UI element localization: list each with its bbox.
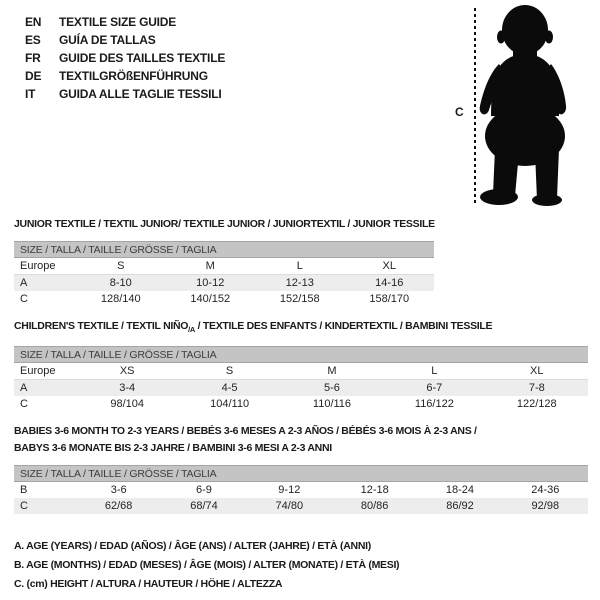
row-label-cell: A	[14, 274, 76, 291]
row-scope-header: Europe	[14, 362, 76, 381]
row-label-cell: C	[20, 398, 28, 411]
legend-footnotes: A. AGE (YEARS) / EDAD (AÑOS) / ÂGE (ANS)…	[14, 537, 400, 594]
section-junior-textile: JUNIOR TEXTILE / TEXTIL JUNIOR/ TEXTILE …	[14, 216, 435, 307]
height-measure-label: C	[455, 105, 464, 119]
size-value-cell: 8-10	[76, 274, 166, 291]
baby-silhouette-icon	[479, 5, 567, 206]
size-value-cell: 86/92	[417, 498, 503, 514]
size-header-bar: SIZE / TALLA / TAILLE / GRÖSSE / TAGLIA	[14, 465, 588, 482]
size-value-cell: 68/74	[161, 498, 247, 514]
language-title: TEXTILE SIZE GUIDE	[59, 15, 177, 29]
column-header-cell: L	[383, 362, 486, 381]
column-header-cell: XL	[485, 362, 588, 381]
footnote-line: B. AGE (MONTHS) / EDAD (MESES) / ÂGE (MO…	[14, 559, 400, 571]
table-row: B 3-6 6-9 9-12 12-18 18-24 24-36	[14, 482, 588, 499]
section-title-text: BABIES 3-6 MONTH TO 2-3 YEARS / BEBÉS 3-…	[14, 425, 477, 437]
language-title: TEXTILGRÖßENFÜHRUNG	[59, 69, 208, 83]
height-measure-dashed-line	[474, 8, 476, 206]
size-value-cell: 14-16	[344, 274, 434, 291]
column-header-row: Europe S M L XL	[14, 257, 434, 275]
size-value-cell: 116/122	[414, 398, 454, 411]
size-value-cell: 98/104	[110, 398, 145, 411]
column-header-cell: M	[280, 362, 384, 381]
table-row: C 98/104 104/110 110/116 116/122 122/128	[14, 396, 588, 412]
section-title-text: / TEXTILE DES ENFANTS / KINDERTEXTIL / B…	[195, 320, 493, 332]
size-value-cell: 7-8	[485, 379, 588, 397]
size-value-cell: 12-13	[255, 274, 345, 291]
language-code: EN	[25, 15, 42, 29]
row-label-cell: C	[14, 498, 76, 514]
table-row: C 62/68 68/74 74/80 80/86 86/92 92/98	[14, 498, 588, 514]
section-title-line: CHILDREN'S TEXTILE / TEXTIL NIÑO/A / TEX…	[14, 318, 588, 338]
size-value-cell: 10-12	[165, 274, 255, 291]
size-value-cell: 80/86	[331, 498, 418, 514]
section-title-text: JUNIOR TEXTILE / TEXTIL JUNIOR/ TEXTILE …	[14, 218, 435, 230]
size-value-cell: 74/80	[246, 498, 332, 514]
language-code: FR	[25, 51, 41, 65]
size-header-bar: SIZE / TALLA / TAILLE / GRÖSSE / TAGLIA	[14, 241, 434, 258]
language-title: GUIDA ALLE TAGLIE TESSILI	[59, 87, 222, 101]
size-table: SIZE / TALLA / TAILLE / GRÖSSE / TAGLIA B…	[14, 465, 588, 514]
size-value-cell: 3-4	[76, 379, 179, 397]
language-title: GUIDE DES TAILLES TEXTILE	[59, 51, 226, 65]
column-header-cell: S	[178, 362, 281, 381]
size-value-cell: 12-18	[360, 484, 389, 496]
size-value-cell: 18-24	[445, 484, 475, 496]
column-header-cell: L	[255, 257, 345, 275]
size-value-cell: 122/128	[516, 398, 557, 411]
row-label-cell: C	[20, 293, 28, 305]
size-value-cell: 140/152	[190, 293, 231, 305]
section-title-line: JUNIOR TEXTILE / TEXTIL JUNIOR/ TEXTILE …	[14, 216, 435, 233]
size-header-bar: SIZE / TALLA / TAILLE / GRÖSSE / TAGLIA	[14, 346, 588, 364]
section-babies-textile: BABIES 3-6 MONTH TO 2-3 YEARS / BEBÉS 3-…	[14, 423, 588, 514]
size-value-cell: 158/170	[369, 293, 410, 305]
language-title-list: EN TEXTILE SIZE GUIDE ES GUÍA DE TALLAS FR GU…	[25, 13, 225, 103]
section-title-line: BABYS 3-6 MONATE BIS 2-3 JAHRE / BAMBINI…	[14, 440, 588, 457]
column-header-cell: XL	[344, 257, 434, 275]
size-table: SIZE / TALLA / TAILLE / GRÖSSE / TAGLIA E…	[14, 346, 588, 412]
size-value-cell: 4-5	[178, 379, 281, 397]
language-code: DE	[25, 69, 42, 83]
section-title-text: BABYS 3-6 MONATE BIS 2-3 JAHRE / BAMBINI…	[14, 442, 332, 454]
size-value-cell: 92/98	[502, 498, 588, 514]
language-row: ES GUÍA DE TALLAS	[25, 31, 225, 49]
size-value-cell: 110/116	[312, 398, 352, 411]
language-code: ES	[25, 33, 41, 47]
size-value-cell: 62/68	[76, 498, 162, 514]
size-table: SIZE / TALLA / TAILLE / GRÖSSE / TAGLIA E…	[14, 241, 434, 307]
row-scope-header: Europe	[14, 257, 76, 275]
table-row: A 3-4 4-5 5-6 6-7 7-8	[14, 379, 588, 397]
language-row: DE TEXTILGRÖßENFÜHRUNG	[25, 67, 225, 85]
column-header-cell: M	[165, 257, 255, 275]
column-header-row: Europe XS S M L XL	[14, 362, 588, 381]
size-value-cell: 6-7	[383, 379, 486, 397]
row-label-cell: A	[14, 379, 76, 397]
size-value-cell: 9-12	[278, 484, 301, 496]
language-title: GUÍA DE TALLAS	[59, 33, 156, 47]
size-value-cell: 3-6	[110, 484, 127, 496]
section-title-line: BABIES 3-6 MONTH TO 2-3 YEARS / BEBÉS 3-…	[14, 423, 588, 440]
table-row: A 8-10 10-12 12-13 14-16	[14, 274, 434, 291]
language-row: EN TEXTILE SIZE GUIDE	[25, 13, 225, 31]
column-header-cell: S	[76, 257, 166, 275]
size-value-cell: 104/110	[210, 398, 250, 411]
language-row: IT GUIDA ALLE TAGLIE TESSILI	[25, 85, 225, 103]
table-row: C 128/140 140/152 152/158 158/170	[14, 291, 434, 307]
section-title-subscript: /A	[188, 325, 196, 335]
size-value-cell: 128/140	[100, 293, 141, 305]
section-childrens-textile: CHILDREN'S TEXTILE / TEXTIL NIÑO/A / TEX…	[14, 318, 588, 412]
section-title-text: CHILDREN'S TEXTILE / TEXTIL NIÑO	[14, 320, 189, 332]
size-value-cell: 24-36	[531, 484, 560, 496]
column-header-cell: XS	[76, 362, 179, 381]
language-row: FR GUIDE DES TAILLES TEXTILE	[25, 49, 225, 67]
footnote-line: A. AGE (YEARS) / EDAD (AÑOS) / ÂGE (ANS)…	[14, 540, 371, 552]
size-value-cell: 6-9	[196, 484, 212, 496]
size-value-cell: 152/158	[279, 293, 320, 305]
footnote-line: C. (cm) HEIGHT / ALTURA / HAUTEUR / HÖHE…	[14, 578, 283, 590]
row-label-cell: B	[20, 484, 28, 496]
language-code: IT	[25, 87, 36, 101]
size-value-cell: 5-6	[280, 379, 384, 397]
